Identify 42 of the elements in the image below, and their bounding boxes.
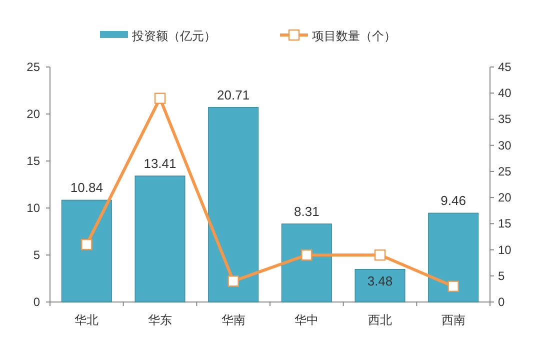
legend-label: 投资额（亿元） [131, 29, 216, 43]
x-tick-label: 西北 [368, 313, 392, 327]
y2-tick-label: 10 [498, 242, 512, 257]
y2-tick-label: 35 [498, 112, 512, 126]
point [448, 280, 459, 292]
y2-tick-label: 25 [498, 164, 512, 178]
x-tick-label: 华南 [221, 313, 246, 327]
point [81, 238, 92, 250]
bar [281, 224, 332, 302]
x-tick-label: 华中 [294, 313, 319, 327]
bar [354, 268, 406, 302]
x-tick-label: 西南 [441, 313, 466, 327]
point [154, 92, 166, 104]
data-label: 3.48 [367, 273, 393, 288]
y-tick-label: 20 [26, 107, 40, 121]
y2-tick-label: 0 [498, 295, 505, 309]
bar [208, 107, 259, 302]
x-tick-label: 华北 [74, 313, 99, 327]
y-tick-label: 15 [26, 154, 40, 168]
legend-label: 项目数量（个） [312, 29, 396, 43]
y-tick-label: 0 [33, 295, 40, 309]
data-label: 13.41 [144, 156, 176, 171]
bar [134, 176, 186, 302]
point [228, 276, 239, 287]
point [374, 249, 386, 261]
bar [428, 212, 479, 302]
x-tick-label: 华东 [148, 313, 172, 327]
data-label: 20.71 [217, 87, 250, 102]
y2-tick-label: 20 [498, 190, 512, 205]
y2-tick-label: 30 [498, 138, 512, 152]
y2-tick-label: 5 [498, 268, 505, 283]
point [301, 249, 312, 261]
y2-tick-label: 40 [498, 86, 512, 100]
data-label: 10.84 [70, 180, 103, 196]
y-tick-label: 10 [26, 201, 40, 215]
y-tick-label: 25 [26, 60, 40, 74]
bar [61, 200, 112, 302]
y2-tick-label: 15 [498, 216, 512, 231]
data-label: 9.46 [440, 193, 466, 208]
y2-tick-label: 45 [498, 60, 512, 74]
data-label: 8.31 [294, 204, 320, 219]
y-tick-label: 5 [33, 248, 40, 262]
